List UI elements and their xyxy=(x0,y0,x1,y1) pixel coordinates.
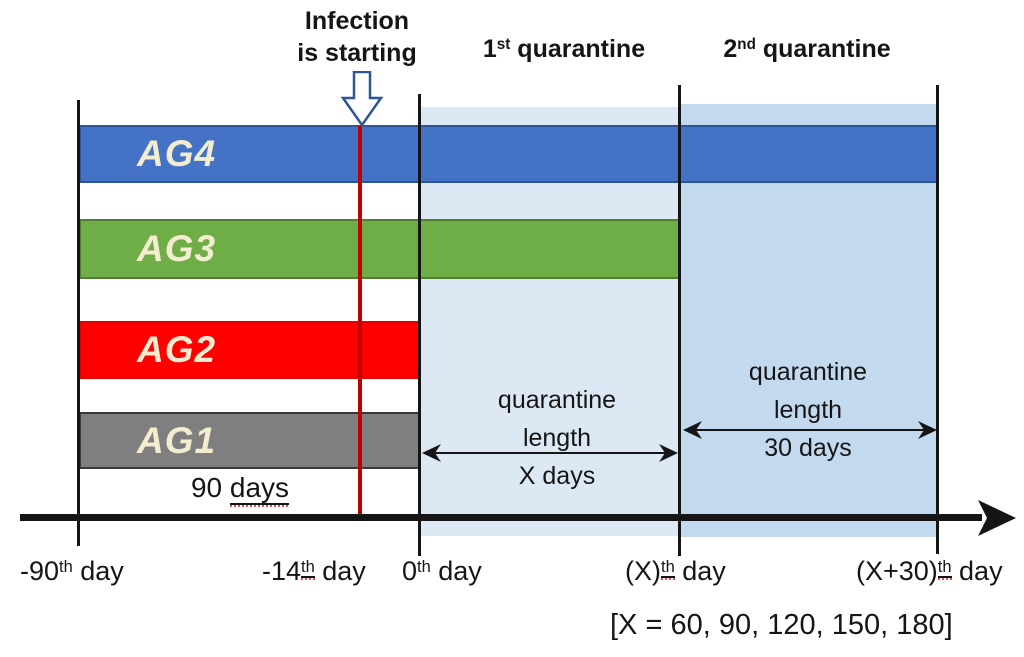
infection-start-label-line1: Infection xyxy=(304,7,410,35)
bar-ag4: AG4 xyxy=(79,125,938,183)
dayx-line xyxy=(678,85,681,556)
infection-start-label-line2: is starting xyxy=(297,39,417,67)
bar-ag1-label: AG1 xyxy=(137,419,217,461)
quarantine2-length-arrow-icon xyxy=(683,421,937,439)
quarantine2-title: 2nd quarantine xyxy=(723,35,891,63)
timeline-start-line xyxy=(77,100,80,546)
axis-tick-minus14: -14th day xyxy=(262,556,366,586)
infection-start-label: Infection is starting xyxy=(262,5,452,69)
infection-down-arrow-icon xyxy=(340,71,384,127)
bar-ag2-label: AG2 xyxy=(137,329,217,370)
quarantine1-length-label: quarantine length X days xyxy=(497,386,617,490)
infection-day-line xyxy=(358,126,362,518)
bar-ag4-label: AG4 xyxy=(137,133,217,174)
quarantine1-title: 1st quarantine xyxy=(482,35,646,63)
dayx30-line xyxy=(936,85,939,554)
bar-ag2: AG2 xyxy=(79,321,420,379)
bar-ag3-label: AG3 xyxy=(137,228,217,269)
axis-tick-day0: 0th day xyxy=(402,556,482,586)
axis-tick-dayx: (X)th day xyxy=(625,556,726,586)
axis-tick-minus90: -90th day xyxy=(20,556,124,586)
timeline-arrowhead-icon xyxy=(978,500,1016,536)
bar-ag3: AG3 xyxy=(79,219,680,279)
bar-ag1: AG1 xyxy=(79,412,420,469)
quarantine1-length-arrow-icon xyxy=(422,444,678,462)
x-values-note: [X = 60, 90, 120, 150, 180] xyxy=(610,609,953,641)
day0-line xyxy=(418,94,421,556)
quarantine2-length-label: quarantine length 30 days xyxy=(748,358,868,462)
pre-quarantine-duration-label: 90 days xyxy=(190,472,290,505)
timeline-axis xyxy=(20,514,982,521)
axis-tick-dayx30: (X+30)th day xyxy=(856,556,1003,586)
